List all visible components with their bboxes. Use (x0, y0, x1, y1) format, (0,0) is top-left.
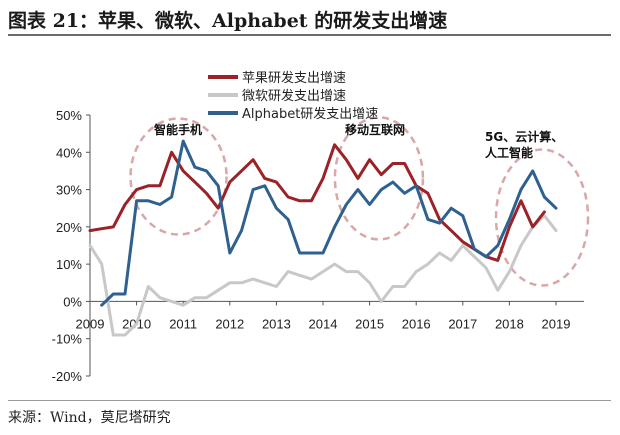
y-tick-label: 20% (56, 220, 82, 235)
annotations: 智能手机 移动互联网 5G、云计算、人工智能 (153, 122, 563, 160)
y-tick-label: -20% (52, 369, 83, 384)
y-tick-label: 10% (56, 257, 82, 272)
y-tick-label: 40% (56, 145, 82, 160)
x-tick-label: 2017 (448, 316, 477, 331)
x-tick-label: 2015 (355, 316, 384, 331)
x-tick-label: 2014 (309, 316, 338, 331)
x-tick-label: 2019 (542, 316, 571, 331)
series-line-0 (88, 143, 546, 262)
annotation-label: 人工智能 (485, 145, 533, 160)
title-divider (8, 34, 611, 36)
source-divider (8, 400, 611, 401)
y-tick-label: -10% (52, 332, 83, 347)
x-tick-labels: 2009 2010 2011 2012 2013 2014 2015 2016 2017 2018… (76, 301, 571, 331)
x-tick-label: 2013 (262, 316, 291, 331)
y-tick-labels: 50% 40% 30% 20% 10% 0% -10% -20% (52, 108, 90, 384)
legend-label-0: 苹果研发支出增速 (242, 70, 346, 86)
y-tick-label: 50% (56, 108, 82, 123)
x-tick-label: 2018 (495, 316, 524, 331)
legend-label-1: 微软研发支出增速 (242, 88, 346, 104)
x-tick-label: 2011 (169, 316, 197, 331)
highlight-ellipse (333, 116, 425, 241)
x-tick-label: 2012 (215, 316, 244, 331)
annotation-label: 移动互联网 (345, 122, 405, 137)
y-tick-label: 0% (63, 294, 82, 309)
annotation-label: 5G、云计算、 (485, 129, 563, 144)
annotation-label: 智能手机 (153, 122, 202, 137)
y-tick-label: 30% (56, 183, 82, 198)
series-lines (88, 139, 558, 337)
x-tick-label: 2016 (402, 316, 431, 331)
legend-label-2: Alphabet研发支出增速 (242, 106, 378, 122)
source-note: 来源：Wind，莫尼塔研究 (8, 410, 171, 426)
highlight-ellipse (129, 117, 228, 236)
highlight-ellipse (494, 148, 590, 287)
highlight-ellipses (129, 116, 590, 287)
series-line-1 (88, 214, 558, 337)
series-line-2 (100, 139, 558, 307)
x-tick-label: 2009 (76, 316, 105, 331)
figure-title: 图表 21：苹果、微软、Alphabet 的研发支出增速 (8, 10, 448, 32)
